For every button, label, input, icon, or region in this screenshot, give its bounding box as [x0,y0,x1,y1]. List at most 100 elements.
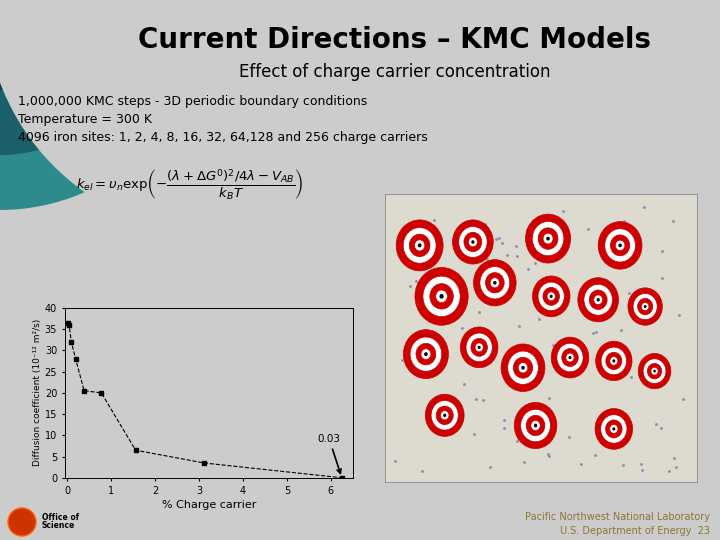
Point [536,292,547,301]
Circle shape [644,305,647,308]
Text: 4096 iron sites: 1, 2, 4, 8, 16, 32, 64,128 and 256 charge carriers: 4096 iron sites: 1, 2, 4, 8, 16, 32, 64,… [18,132,428,145]
Point [529,259,541,267]
Point [575,459,587,468]
Circle shape [538,282,564,310]
Circle shape [431,401,459,430]
Point [511,252,523,260]
Circle shape [521,366,525,370]
Point [518,458,529,467]
Point [589,450,600,459]
Point [636,466,648,475]
Circle shape [543,233,553,244]
Y-axis label: Diffusion coefficient (10⁻¹² m²/s): Diffusion coefficient (10⁻¹² m²/s) [33,319,42,467]
Point [528,404,539,413]
Point [663,467,675,476]
Circle shape [459,226,487,258]
Circle shape [643,359,666,383]
Point [670,463,682,471]
Circle shape [396,220,443,271]
Point [477,396,489,404]
Circle shape [589,290,607,309]
Point [563,433,575,441]
Point [615,326,626,334]
Circle shape [475,343,483,352]
Point [526,433,538,442]
Point [492,233,504,242]
Circle shape [469,237,477,247]
Circle shape [552,337,589,378]
Circle shape [584,284,613,315]
Circle shape [409,234,430,256]
Point [598,372,609,380]
Point [532,236,544,245]
Circle shape [415,240,425,251]
Circle shape [610,424,618,434]
Circle shape [606,420,622,438]
Circle shape [472,240,474,244]
Circle shape [613,359,616,362]
Point [456,323,468,332]
Point [522,423,534,432]
Circle shape [453,220,493,264]
Point [626,373,637,382]
Circle shape [416,343,436,365]
Circle shape [441,411,449,420]
Wedge shape [0,0,90,90]
Circle shape [611,235,630,256]
Point [543,450,554,458]
Point [618,356,629,365]
Circle shape [480,267,510,299]
Circle shape [439,294,444,299]
Circle shape [618,244,622,247]
Point [497,239,508,247]
Point [428,246,439,254]
Point [468,429,480,438]
Circle shape [605,229,636,262]
Circle shape [410,337,441,372]
Circle shape [403,227,436,263]
Point [480,354,491,363]
Circle shape [616,240,625,251]
Circle shape [464,232,482,252]
Point [586,292,598,300]
Circle shape [595,341,632,381]
Circle shape [474,260,516,306]
Point [442,290,454,299]
Circle shape [642,302,649,310]
Circle shape [546,237,550,240]
Point [438,394,449,403]
Point [582,225,594,233]
Point [669,454,680,463]
Point [524,350,536,359]
Circle shape [423,276,460,316]
Point [480,220,491,228]
Text: 0.03: 0.03 [318,434,341,474]
Circle shape [538,228,558,249]
Point [607,252,618,260]
Circle shape [633,293,657,320]
Circle shape [430,284,454,309]
Point [474,308,485,316]
Circle shape [436,290,447,303]
Circle shape [557,343,583,372]
Point [543,434,554,443]
Circle shape [0,0,455,235]
Point [543,393,554,402]
Point [522,265,534,273]
Circle shape [415,267,468,325]
Point [510,242,522,251]
Point [547,341,559,350]
Circle shape [424,352,428,356]
Point [657,246,668,255]
Circle shape [628,288,662,325]
Circle shape [532,276,570,317]
Point [607,262,618,271]
Text: Temperature = 300 K: Temperature = 300 K [18,113,152,126]
Circle shape [426,394,464,436]
Circle shape [569,356,572,359]
Circle shape [598,221,642,269]
Circle shape [513,357,533,378]
Circle shape [526,214,571,263]
Circle shape [612,427,616,430]
Circle shape [562,349,578,367]
